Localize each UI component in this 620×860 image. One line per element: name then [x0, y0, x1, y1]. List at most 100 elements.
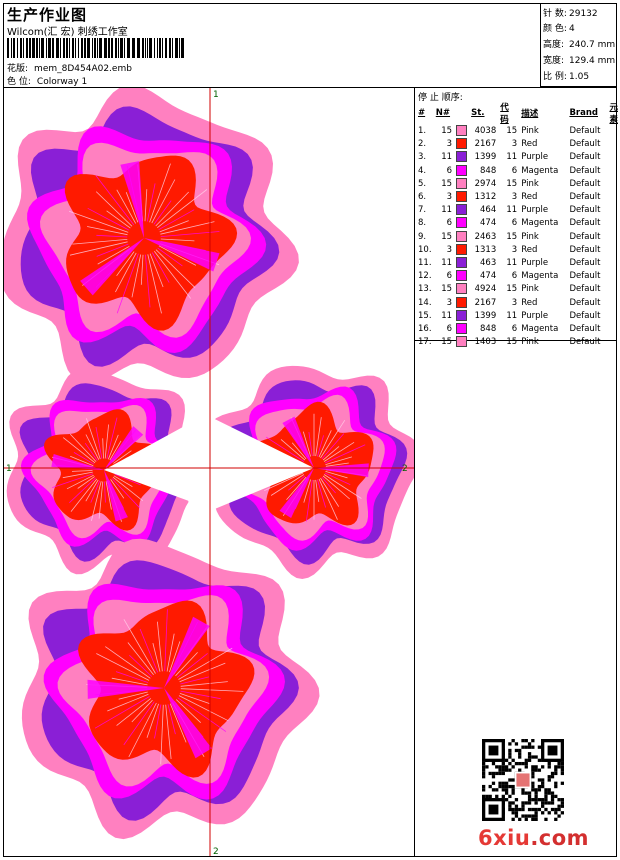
qr-module — [521, 807, 525, 812]
row-stitches: 2167 — [474, 139, 497, 150]
qr-module — [501, 761, 505, 766]
row-needle: 6 — [446, 165, 453, 176]
barcode-bar — [115, 38, 117, 58]
qr-module — [554, 811, 558, 815]
header-divider — [3, 87, 617, 88]
qr-module — [554, 817, 558, 821]
mid-right-flower-stitch-line — [305, 479, 313, 522]
mid-left-flower-stitch-line — [114, 473, 141, 486]
col-description: 描述 — [521, 109, 539, 119]
row-stitches: 1399 — [474, 152, 497, 163]
row-code: 15 — [506, 178, 518, 189]
mid-left-flower-petal-fold — [104, 426, 144, 470]
row-needle: 15 — [441, 126, 453, 136]
qr-module — [511, 817, 515, 821]
row-index: 3. — [418, 152, 427, 163]
bottom-flower-stitch-line — [115, 671, 149, 683]
design-file-line: 花版: mem_8D454A02.emb — [7, 61, 132, 74]
row-code: 11 — [506, 310, 518, 321]
top-flower-stitch-line — [116, 251, 135, 277]
qr-module — [527, 801, 532, 805]
row-index: 11. — [418, 258, 432, 269]
row-index: 15. — [418, 310, 432, 321]
sheet-title: 生产作业图 — [7, 6, 88, 24]
qr-module — [534, 811, 538, 815]
qr-module — [534, 817, 538, 821]
barcode-bar — [60, 38, 61, 58]
qr-module — [554, 784, 558, 789]
qr-module — [508, 801, 512, 805]
qr-module — [518, 755, 522, 759]
row-stitches: 1399 — [474, 310, 497, 321]
qr-module — [527, 758, 532, 762]
qr-module — [508, 768, 512, 772]
row-description: Red — [521, 244, 538, 255]
qr-finder-core — [488, 804, 499, 815]
barcode-bar — [118, 38, 119, 58]
bottom-flower-stitch-line — [107, 693, 149, 712]
qr-module — [537, 788, 542, 792]
sheet-frame — [3, 3, 617, 857]
row-swatch — [454, 323, 469, 336]
row-swatch — [454, 191, 469, 204]
row-element — [607, 165, 620, 178]
qr-module — [547, 765, 551, 769]
top-flower-stitch-line — [131, 254, 142, 298]
mid-right-flower-stitch-line — [322, 475, 350, 500]
mid-right-flower-stitch-line — [324, 472, 351, 485]
axis-marker-top: 1 — [213, 90, 219, 100]
bottom-flower-stitch-line — [129, 654, 153, 677]
mid-right-flower-stitch-line — [320, 419, 346, 459]
watermark-logo: 6xiu.com — [478, 826, 589, 850]
watermark-suffix: .com — [530, 826, 590, 850]
table-row: 3. 11 1399 11 Purple Default — [416, 151, 620, 164]
bottom-flower-stitch-line — [169, 703, 187, 743]
col-brand: Brand — [569, 108, 598, 118]
qr-module — [560, 811, 564, 815]
mid-right-flower-stitch-line — [317, 435, 324, 457]
qr-module — [544, 794, 548, 799]
qr-module — [557, 761, 561, 766]
qr-module — [527, 742, 532, 746]
row-description: Magenta — [521, 271, 559, 282]
top-flower-stitch-line — [160, 240, 206, 251]
barcode-bar — [124, 38, 125, 58]
qr-module — [504, 788, 509, 792]
qr-module — [511, 807, 515, 812]
qr-code — [482, 739, 564, 821]
qr-module — [501, 794, 505, 799]
row-element — [607, 297, 620, 310]
table-row: 9. 15 2463 15 Pink Default — [416, 230, 620, 244]
qr-module — [531, 745, 535, 749]
row-code: 3 — [511, 139, 518, 150]
barcode-bar — [157, 38, 158, 58]
bottom-flower-stitch-line — [128, 702, 157, 758]
mid-left-flower-stitch-line — [86, 418, 101, 460]
bottom-flower-stitch-line — [177, 697, 227, 732]
barcode-bar — [52, 38, 54, 58]
qr-module — [560, 761, 564, 766]
qr-module — [534, 807, 538, 812]
barcode-bar — [26, 38, 28, 58]
qr-module — [550, 794, 555, 799]
bottom-flower-stitch-line — [131, 699, 153, 723]
color-swatch — [456, 270, 468, 282]
qr-module — [514, 811, 519, 815]
row-description: Purple — [521, 310, 549, 321]
row-swatch — [454, 270, 469, 283]
row-brand: Default — [569, 218, 601, 229]
top-flower-stitch-line — [106, 210, 131, 229]
qr-module — [495, 771, 499, 776]
qr-module — [544, 801, 548, 805]
row-needle: 11 — [441, 205, 453, 216]
qr-module — [534, 791, 538, 795]
qr-module — [508, 804, 512, 808]
top-flower-stitch-line — [145, 254, 151, 308]
qr-module — [498, 768, 502, 772]
qr-module — [514, 804, 519, 808]
top-flower-stitch-line — [157, 189, 208, 229]
qr-module — [501, 765, 505, 769]
qr-module — [508, 794, 512, 799]
mid-left-flower-stitch-line — [90, 480, 101, 503]
barcode-bar — [162, 38, 163, 58]
